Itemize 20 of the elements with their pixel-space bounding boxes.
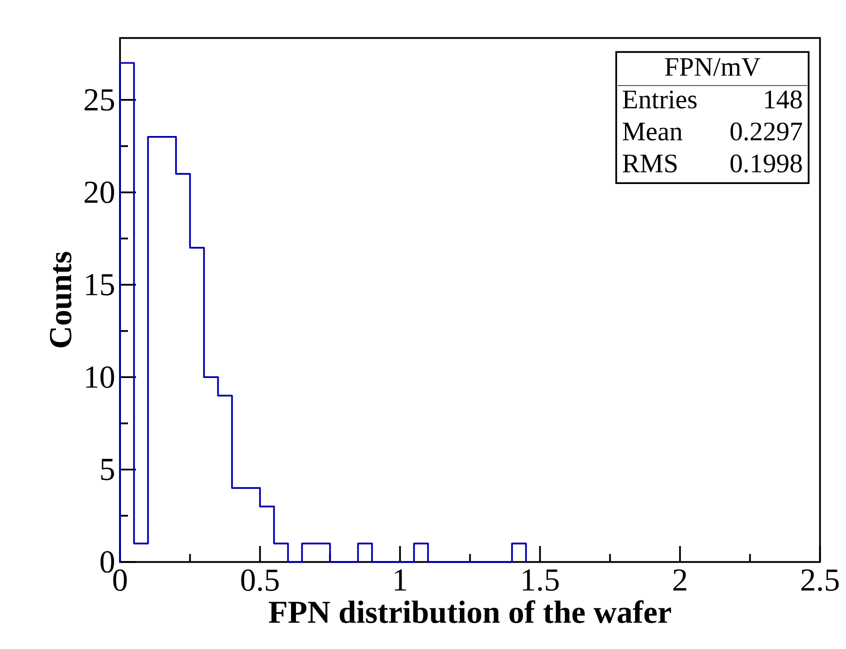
x-tick-label: 1.5 [522, 569, 559, 591]
annotation: 0.1998 [730, 154, 802, 173]
y-tick-label: 15 [86, 274, 114, 296]
annotation: RMS [622, 154, 677, 172]
y-tick-label: 5 [101, 458, 114, 480]
y-axis-title: Counts [50, 252, 72, 348]
x-tick-label: 2 [673, 569, 686, 591]
x-tick-label: 0.5 [241, 569, 279, 592]
annotation: 148 [765, 90, 802, 108]
x-axis-title: FPN distribution of the wafer [268, 600, 672, 624]
annotation: 0.2297 [730, 122, 802, 141]
annotation: Mean [622, 122, 682, 140]
x-tick-label: 2.5 [801, 569, 839, 592]
annotation: Entries [622, 90, 697, 108]
y-tick-label: 0 [100, 551, 114, 573]
y-tick-label: 10 [86, 366, 114, 388]
y-tick-label: 25 [84, 89, 114, 111]
x-tick-label: 1 [394, 569, 406, 590]
y-tick-label: 20 [84, 182, 114, 204]
annotation: FPN/mV [665, 58, 760, 76]
